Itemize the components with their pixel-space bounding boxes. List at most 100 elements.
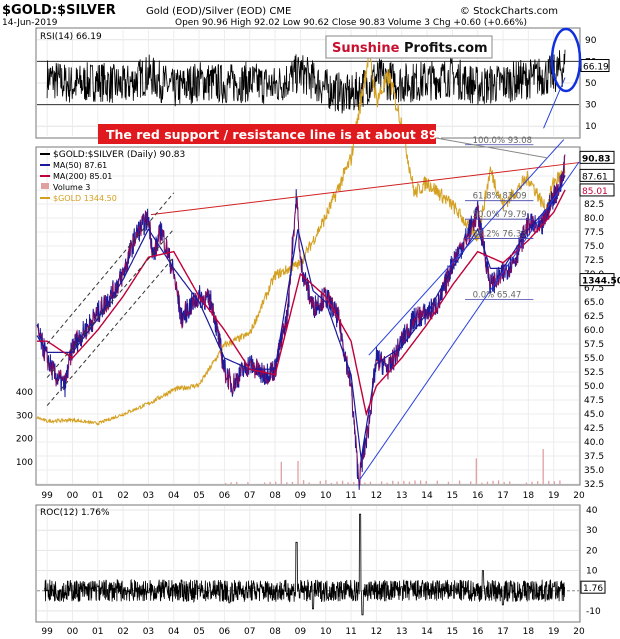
roc-tick-label: 40 [586,506,598,516]
main-x-tick-label: 11 [345,491,356,501]
volume-bar [503,482,505,484]
roc-x-tick-label: 15 [447,627,458,637]
volume-bar [236,481,238,484]
rsi-legend: RSI(14) 66.19 [40,32,102,42]
main-x-tick-label: 03 [143,491,154,501]
volume-bar [392,480,394,484]
fib-level-label: 38.2% 76.33 [473,230,527,240]
sunshine-profits-logo: Sunshine Profits.com [325,35,493,59]
main-tick-label: 55.0 [584,354,604,364]
blue-channel-upper [368,139,565,356]
main-x-tick-label: 07 [244,491,255,501]
volume-bar [397,481,399,484]
gold-tick-label: 400 [16,388,33,398]
main-tick-label: 32.5 [584,480,604,490]
volume-bar [330,482,333,484]
annotation-text: The red support / resistance line is at … [106,127,442,142]
volume-bar [386,482,388,484]
rsi-blue-line [543,77,566,129]
main-x-tick-label: 10 [320,491,332,501]
main-last-value: 1344.50 [582,277,620,287]
volume-bar [297,460,299,484]
roc-x-tick-label: 03 [143,627,154,637]
ma50-line [36,175,566,459]
volume-bar [380,481,383,484]
dashed-channel-bottom [46,256,175,406]
legend-swatch-volume [41,183,49,189]
roc-x-tick-label: 04 [168,627,180,637]
roc-last-value-box [580,580,606,594]
main-tick-label: 80.0 [584,214,604,224]
volume-bar [230,482,232,484]
volume-bar [325,480,327,484]
roc-panel [37,513,579,616]
fib-level-label: 0.0% 65.47 [473,290,522,300]
fib-level-label: 61.8% 83.09 [473,192,527,202]
volume-bar [525,482,528,484]
rsi-tick-label: 50 [585,79,597,89]
main-x-tick-label: 15 [447,491,458,501]
roc-x-tick-label: 02 [117,627,128,637]
volume-bar [247,482,249,484]
roc-x-tick-label: 14 [421,627,433,637]
main-tick-label: 62.5 [584,312,604,322]
main-last-value-box [579,168,615,182]
volume-bar [341,480,344,484]
roc-x-tick-label: 12 [371,627,382,637]
main-x-tick-label: 04 [168,491,180,501]
volume-bar [497,480,500,484]
rsi-tick-label: 30 [585,101,597,111]
volume-bar [542,449,544,484]
volume-bar [414,480,416,484]
main-tick-label: 57.5 [584,340,604,350]
volume-bar [447,481,450,484]
volume-bar [291,482,294,484]
dashed-channel-upper [46,192,175,345]
roc-legend: ROC(12) 1.76% [40,508,110,518]
main-last-value-box [579,150,615,164]
volume-bar [319,480,321,484]
roc-line [44,513,565,616]
legend-gold: $GOLD 1344.50 [53,194,117,203]
main-legend: $GOLD:$SILVER (Daily) 90.83 MA(50) 87.61… [40,150,185,203]
main-x-tick-label: 20 [573,491,585,501]
roc-x-tick-label: 11 [345,627,356,637]
main-x-tick-label: 14 [421,491,433,501]
main-x-tick-label: 12 [371,491,382,501]
annotation-pointer [435,137,549,159]
main-tick-label: 50.0 [584,382,604,392]
legend-ma50: MA(50) 87.61 [53,161,107,170]
roc-x-tick-label: 08 [269,627,281,637]
roc-x-tick-label: 13 [396,627,407,637]
volume-bar [308,482,310,484]
roc-x-tick-label: 16 [472,627,484,637]
rsi-tick-label: 10 [585,122,597,132]
roc-x-tick-label: 18 [523,627,535,637]
volume-bar [408,481,411,484]
volume-bar [559,480,561,484]
roc-x-tick-label: 20 [573,627,585,637]
main-last-value-box [579,273,615,287]
roc-tick-label: 20 [586,546,598,556]
volume-bar [436,480,438,484]
volume-bar [224,482,227,484]
chart-subtitle: Gold (EOD)/Silver (EOD) CME [146,6,291,17]
volume-bar [481,482,483,484]
fib-level-label: 50.0% 79.79 [473,210,527,220]
axis-layer: 907050301066.1987.585.082.580.077.575.07… [16,36,620,637]
volume-bar [336,481,338,484]
roc-x-tick-label: 07 [244,627,255,637]
main-x-tick-label: 06 [219,491,231,501]
main-tick-label: 72.5 [584,256,604,266]
main-last-value: 90.83 [582,154,610,164]
main-tick-label: 75.0 [584,242,604,252]
annotation-box [98,124,436,144]
main-last-value: 85.01 [582,187,608,197]
rsi-highlight-ellipse [550,27,582,93]
volume-bar [536,481,539,484]
volume-bar [353,482,355,484]
roc-panel-frame [35,504,581,623]
main-tick-label: 77.5 [584,228,604,238]
volume-bar [553,481,555,484]
